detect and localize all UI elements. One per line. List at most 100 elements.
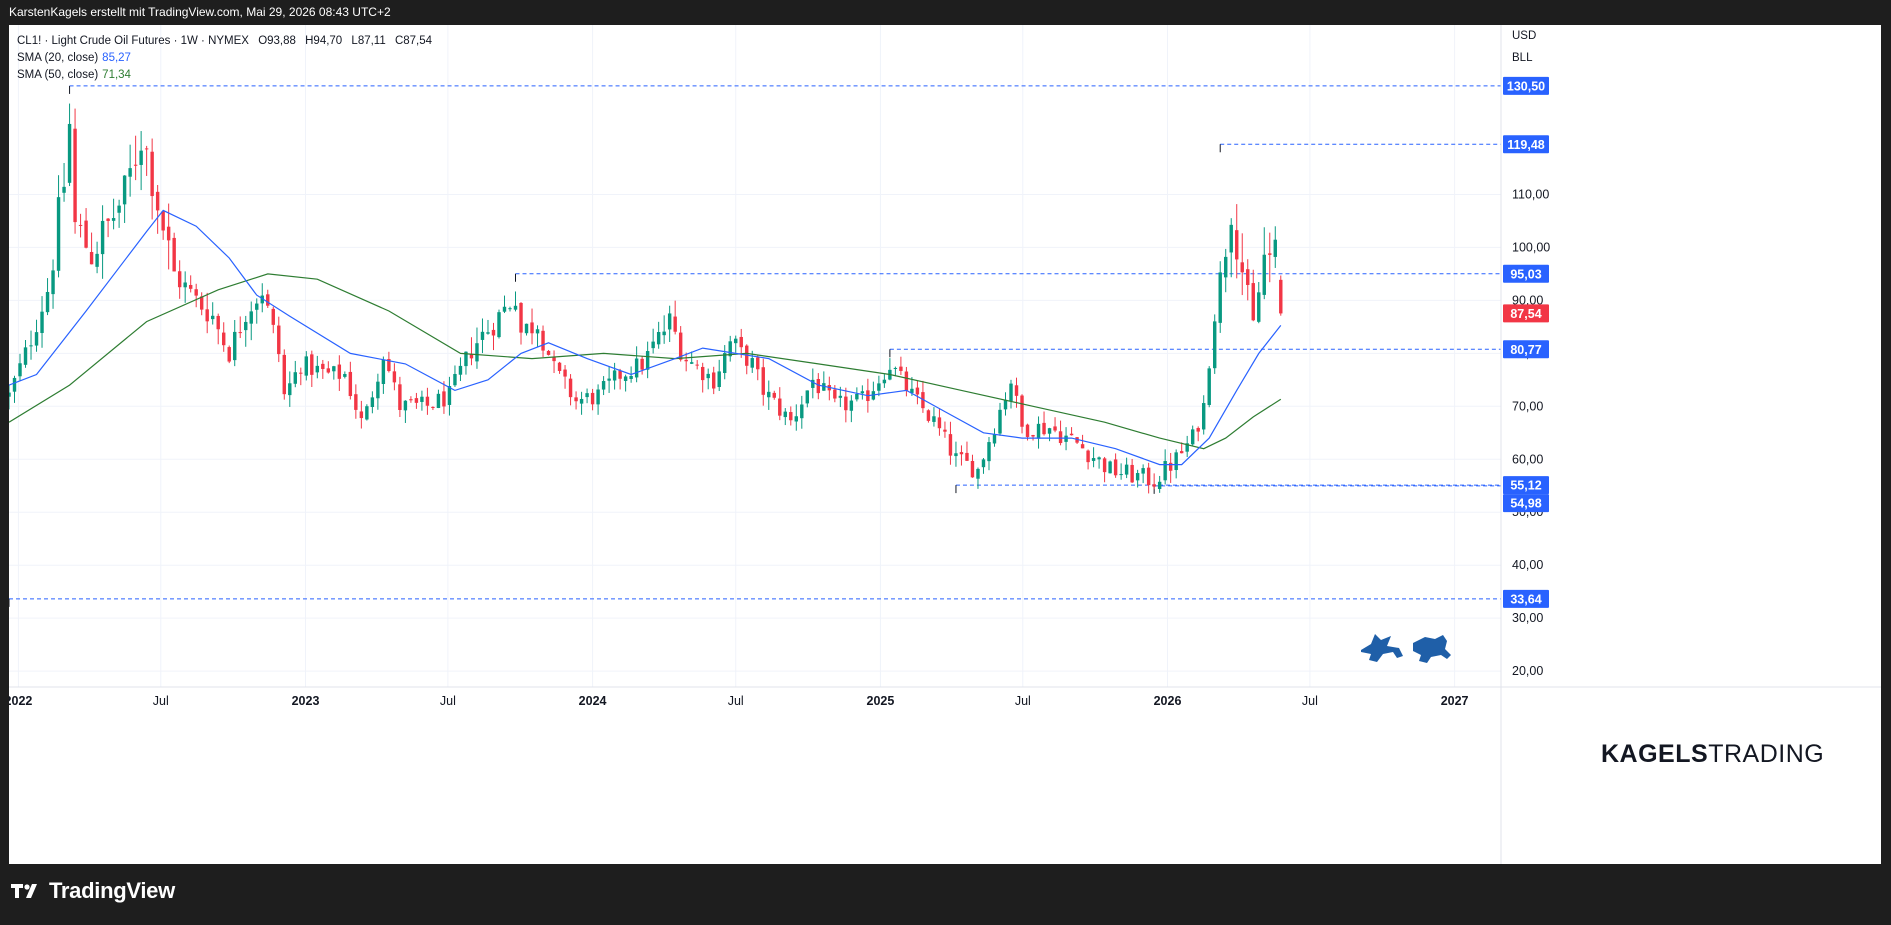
candle-body (100, 220, 105, 255)
x-grid (17, 25, 1456, 687)
price-chart[interactable]: 20,0030,0040,0050,0060,0070,0080,0090,00… (9, 25, 1881, 864)
sma50-row[interactable]: SMA (50, close) 71,34 (17, 67, 432, 84)
candle-body (1064, 435, 1068, 442)
candle-body (442, 391, 446, 407)
candle-body (376, 381, 380, 399)
x-tick-label: Jul (1302, 694, 1318, 708)
candle-body (882, 379, 887, 384)
candle-body (623, 376, 628, 381)
candle-body (502, 306, 507, 312)
kagels-trading-brand: KAGELSTRADING (1601, 740, 1824, 769)
tradingview-logo[interactable]: TradingView (11, 876, 175, 906)
candle-body (739, 336, 743, 348)
candle-body (970, 460, 975, 478)
candle-body (535, 329, 540, 334)
candle-body (205, 309, 209, 322)
candle-body (673, 316, 677, 332)
candle-body (579, 398, 584, 404)
candle-body (1196, 427, 1200, 432)
candle-body (943, 429, 947, 432)
candle-body (816, 379, 821, 394)
candle-body (1020, 395, 1024, 427)
x-tick-label: 2024 (579, 694, 607, 708)
candle-body (40, 311, 44, 334)
sma50-line (9, 273, 1282, 450)
candle-body (712, 372, 716, 389)
candle-body (618, 370, 622, 379)
level-price-label: 95,03 (1510, 267, 1541, 281)
symbol-name: CL1! · Light Crude Oil Futures · 1W · NY… (17, 35, 249, 47)
y-tick-label: 90,00 (1512, 293, 1543, 307)
candle-body (981, 459, 986, 468)
candle-body (651, 341, 655, 349)
candle-body (29, 345, 33, 347)
candle-body (541, 330, 545, 351)
candle-body (1108, 461, 1112, 474)
candle-body (1257, 292, 1261, 322)
x-tick-label: 2025 (867, 694, 895, 708)
candle-body (976, 468, 980, 479)
candle-body (640, 358, 644, 370)
candle-body (45, 291, 50, 313)
candle-body (844, 396, 848, 411)
candle-body (805, 390, 810, 404)
candle-body (954, 453, 958, 457)
level-price-tag (1503, 494, 1549, 513)
candle-body (414, 398, 419, 403)
chart-frame[interactable]: 20,0030,0040,0050,0060,0070,0080,0090,00… (9, 25, 1881, 864)
candle-body (348, 371, 353, 397)
candle-body (877, 383, 881, 391)
candle-body (161, 211, 165, 231)
level-price-tag (1503, 135, 1549, 154)
candle-body (277, 325, 281, 355)
candle-body (370, 397, 375, 408)
candle-body (1240, 262, 1244, 273)
candle-body (1235, 230, 1239, 260)
candle-body (607, 378, 611, 381)
unit-label[interactable]: BLL (1512, 52, 1533, 64)
candle-body (1185, 443, 1189, 452)
level-price-label: 55,12 (1510, 479, 1541, 493)
brand-light: TRADING (1708, 740, 1825, 768)
candle-body (1119, 474, 1123, 476)
candle-body (238, 332, 242, 334)
candle-body (590, 392, 595, 405)
candle-body (117, 205, 121, 213)
candle-body (122, 175, 127, 205)
candle-body (249, 311, 253, 324)
candle-body (1091, 458, 1096, 461)
y-tick-label: 60,00 (1512, 452, 1543, 466)
level-price-tag (1503, 264, 1549, 283)
sma20-line (9, 209, 1282, 466)
sma20-row[interactable]: SMA (20, close) 85,27 (17, 50, 432, 67)
candle-body (965, 452, 969, 461)
candle-body (723, 353, 727, 374)
sma-lines (9, 209, 1282, 466)
candle-body (299, 372, 303, 374)
candle-body (519, 302, 523, 333)
candle-body (1130, 464, 1134, 483)
y-tick-label: 30,00 (1512, 611, 1543, 625)
axes: 20,0030,0040,0050,0060,0070,0080,0090,00… (9, 25, 1881, 864)
candle-body (9, 392, 11, 397)
candle-body (431, 406, 435, 408)
currency-label[interactable]: USD (1512, 30, 1537, 42)
candle-body (1025, 424, 1030, 437)
candle-body (128, 168, 132, 177)
candle-body (73, 128, 77, 223)
candle-body (662, 331, 666, 336)
chart-legend: CL1! · Light Crude Oil Futures · 1W · NY… (17, 33, 432, 84)
x-tick-label: 2027 (1441, 694, 1469, 708)
candle-body (95, 253, 99, 267)
candle-body (734, 338, 738, 344)
candle-body (464, 351, 468, 367)
level-price-label: 33,64 (1510, 592, 1541, 606)
candle-body (436, 393, 441, 409)
candle-body (1124, 464, 1129, 475)
candle-body (288, 383, 292, 396)
candle-body (546, 350, 551, 355)
candle-body (992, 434, 997, 444)
candle-body (1273, 239, 1277, 257)
candle-body (387, 359, 391, 372)
candle-body (849, 400, 854, 411)
